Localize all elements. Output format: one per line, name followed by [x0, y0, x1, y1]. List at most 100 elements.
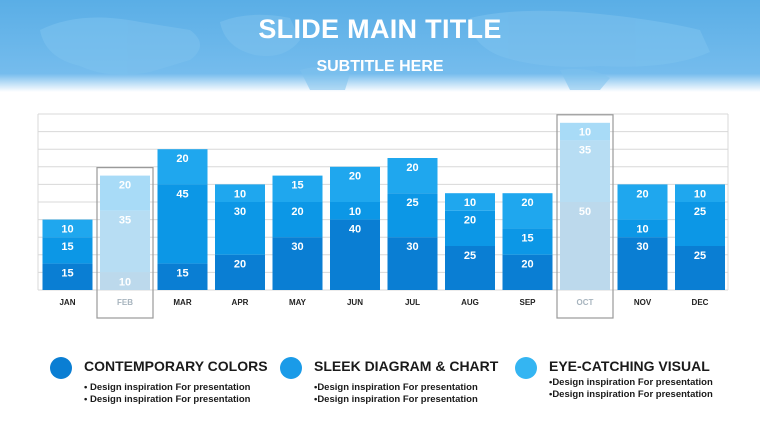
bar-segment	[387, 158, 438, 194]
bar-segment	[502, 228, 553, 255]
legend-title: EYE-CATCHING VISUAL	[549, 358, 710, 374]
legend-bullets: •Design inspiration For presentation •De…	[549, 377, 713, 401]
bar-segment	[42, 237, 93, 264]
bar-segment	[560, 122, 610, 141]
bar-group-jul: 30 25 20 JUL	[387, 158, 438, 307]
data-label: 20	[464, 215, 476, 227]
slide-title: SLIDE MAIN TITLE	[258, 14, 502, 44]
x-tick-label: NOV	[634, 298, 652, 307]
data-label: 20	[176, 153, 188, 165]
x-tick-label: MAR	[173, 298, 191, 307]
data-label: 15	[176, 268, 188, 280]
data-label: 20	[521, 197, 533, 209]
world-map-banner	[0, 0, 760, 92]
x-tick-label: MAY	[289, 298, 307, 307]
bar-segment	[560, 202, 610, 290]
circle-icon	[280, 357, 302, 379]
bar-group-feb: 10 35 20 FEB	[96, 166, 154, 319]
data-label: 10	[61, 224, 73, 236]
bar-group-mar: 15 45 20 MAR	[157, 149, 208, 307]
data-label: 25	[406, 197, 418, 209]
bar-segment	[675, 184, 725, 202]
data-label: 20	[349, 171, 361, 183]
bar-segment	[445, 246, 495, 290]
bar-group-dec: 25 25 10 DEC	[675, 184, 725, 307]
bar-segment	[387, 193, 438, 238]
bar-group-jan: 15 15 10 JAN	[42, 219, 93, 307]
slide-subtitle: SUBTITLE HERE	[316, 58, 444, 75]
legend-bullet: • Design inspiration For presentation	[84, 394, 251, 405]
data-label: 25	[694, 250, 706, 262]
bar-segment	[157, 263, 208, 290]
legend-bullet: •Design inspiration For presentation	[549, 389, 713, 400]
bar-segment	[272, 237, 323, 290]
data-label: 10	[119, 276, 131, 288]
data-label: 10	[579, 127, 591, 139]
highlight-frame	[96, 166, 154, 319]
bar-segment	[445, 210, 495, 246]
bar-segment	[617, 237, 668, 290]
data-label: 25	[694, 206, 706, 218]
circle-icon	[50, 357, 72, 379]
data-label: 30	[291, 241, 303, 253]
legend-bullet: •Design inspiration For presentation	[314, 382, 478, 393]
data-label: 20	[234, 259, 246, 271]
highlight-frame	[556, 114, 614, 319]
data-label: 35	[579, 144, 591, 156]
data-label: 10	[349, 206, 361, 218]
bar-segment	[157, 184, 208, 264]
bar-group-nov: 30 10 20 NOV	[617, 184, 668, 307]
x-tick-label: JUN	[347, 298, 363, 307]
bar-segment	[215, 254, 265, 290]
legend-bullet: • Design inspiration For presentation	[84, 382, 251, 393]
bar-group-apr: 20 30 10 APR	[215, 184, 265, 307]
bar-segment	[100, 210, 150, 273]
bar-segment	[330, 202, 380, 220]
bar-segment	[560, 140, 610, 202]
x-tick-label: SEP	[519, 298, 536, 307]
circle-icon	[515, 357, 537, 379]
bar-segment	[617, 219, 668, 238]
stacked-bar-chart: 151510JAN103520FEB154520MAR203010APR3020…	[37, 113, 729, 319]
bar-segment	[387, 237, 438, 290]
bar-group-may: 30 20 15 MAY	[272, 175, 323, 307]
data-label: 20	[521, 259, 533, 271]
bar-group-jun: 40 10 20 JUN	[330, 166, 380, 307]
bar-segment	[100, 175, 150, 211]
legend-bullet: •Design inspiration For presentation	[549, 377, 713, 388]
bar-segment	[42, 219, 93, 238]
data-label: 20	[406, 162, 418, 174]
data-label: 15	[291, 180, 303, 192]
bar-segment	[617, 184, 668, 220]
bar-segment	[272, 175, 323, 202]
data-label: 30	[636, 241, 648, 253]
bar-segment	[215, 202, 265, 255]
legend-bullets: •Design inspiration For presentation •De…	[314, 382, 478, 406]
bar-group-aug: 25 20 10 AUG	[445, 193, 495, 307]
data-label: 20	[119, 180, 131, 192]
x-tick-label: OCT	[577, 298, 594, 307]
bar-segment	[330, 166, 380, 202]
data-label: 40	[349, 224, 361, 236]
data-label: 50	[579, 206, 591, 218]
bar-segment	[675, 202, 725, 246]
bar-group-sep: 20 15 20 SEP	[502, 193, 553, 307]
legend-title: CONTEMPORARY COLORS	[84, 358, 268, 374]
x-tick-label: APR	[232, 298, 249, 307]
x-tick-label: AUG	[461, 298, 479, 307]
x-tick-label: DEC	[692, 298, 709, 307]
bar-segment	[445, 193, 495, 211]
bar-segment	[502, 254, 553, 290]
data-label: 15	[61, 268, 73, 280]
data-label: 25	[464, 250, 476, 262]
data-label: 10	[464, 197, 476, 209]
bar-segment	[272, 202, 323, 238]
bar-segment	[330, 219, 380, 290]
data-label: 30	[234, 206, 246, 218]
bar-segment	[42, 263, 93, 290]
data-label: 35	[119, 215, 131, 227]
data-label: 30	[406, 241, 418, 253]
legend-bullet: •Design inspiration For presentation	[314, 394, 478, 405]
data-label: 15	[61, 241, 73, 253]
bar-segment	[502, 193, 553, 229]
